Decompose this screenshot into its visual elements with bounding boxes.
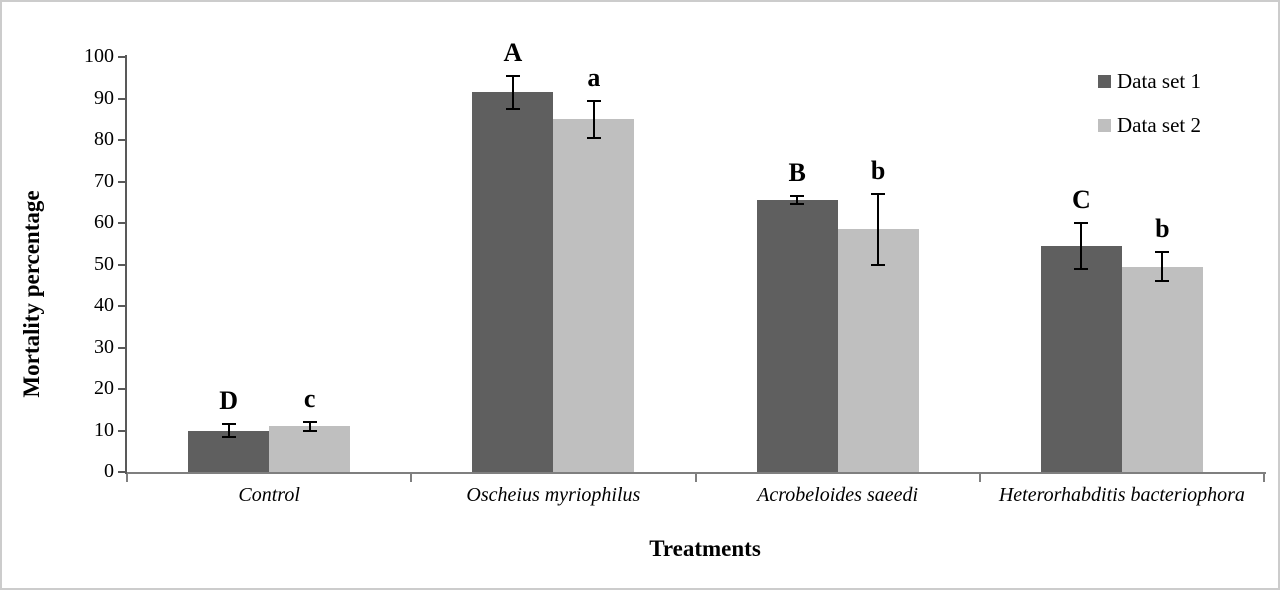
bar-dataset1 (1040, 245, 1122, 472)
error-bar-cap (302, 421, 317, 424)
y-tick (118, 429, 125, 432)
error-bar-cap (1155, 251, 1170, 254)
y-tick-label: 40 (94, 294, 114, 316)
y-tick (118, 346, 125, 349)
error-bar-line (227, 424, 230, 437)
error-bar-cap (871, 192, 886, 195)
y-tick (118, 139, 125, 141)
error-bar-cap (302, 429, 317, 432)
bar-dataset2 (837, 229, 919, 472)
bar-dataset2 (553, 119, 635, 472)
significance-letter: b (1155, 214, 1170, 244)
x-category-label: Oscheius myriophilus (466, 484, 641, 506)
x-category-label: Control (238, 484, 300, 506)
y-tick (118, 471, 125, 473)
y-tick-label: 30 (94, 335, 114, 358)
x-category-label: Heterorhabditis bacteriophora (998, 484, 1245, 506)
x-tick (410, 474, 413, 482)
y-tick-label: 60 (94, 211, 114, 233)
error-bar-cap (221, 435, 236, 438)
y-tick (118, 305, 125, 307)
error-bar-line (511, 75, 514, 109)
x-axis-title: Treatments (649, 536, 761, 561)
legend-swatch-light-icon (1098, 118, 1111, 132)
y-tick-label: 90 (94, 86, 114, 109)
error-bar-cap (790, 195, 805, 198)
significance-letter: a (587, 62, 601, 92)
significance-letter: C (1071, 185, 1091, 214)
x-tick (1263, 474, 1265, 482)
legend-label: Data set 1 (1117, 69, 1201, 93)
error-bar-line (1161, 252, 1164, 282)
bar-dataset2 (1121, 266, 1203, 472)
x-axis-line (127, 472, 1266, 474)
bar-dataset1 (756, 200, 838, 472)
legend: Data set 1 Data set 2 (1098, 71, 1201, 159)
error-bar-cap (1074, 267, 1089, 270)
error-bar-cap (1074, 222, 1089, 224)
significance-letter: A (503, 37, 523, 67)
error-bar-cap (586, 136, 601, 139)
y-tick (118, 97, 125, 100)
error-bar-cap (505, 107, 520, 110)
y-tick-label: 80 (94, 128, 114, 150)
y-tick (118, 222, 125, 224)
y-axis-line (125, 55, 127, 474)
error-bar-cap (871, 263, 886, 266)
x-tick (126, 474, 128, 482)
error-bar-cap (790, 203, 805, 206)
y-tick-label: 0 (104, 460, 114, 482)
significance-letter: c (303, 384, 316, 414)
x-category-label: Acrobeloides saeedi (757, 484, 919, 506)
error-bar-line (877, 193, 880, 265)
error-bar-line (1080, 223, 1083, 269)
legend-item-dataset1: Data set 1 (1098, 69, 1201, 93)
bar-dataset1 (472, 92, 554, 472)
significance-letter: b (870, 155, 886, 185)
error-bar-cap (586, 99, 601, 102)
legend-label: Data set 2 (1117, 113, 1201, 137)
y-tick-label: 70 (94, 169, 114, 192)
error-bar-line (308, 422, 311, 431)
significance-letter: B (788, 158, 806, 188)
x-tick (978, 474, 981, 482)
error-bar-cap (505, 74, 520, 77)
x-tick (694, 474, 697, 482)
y-tick (118, 56, 125, 58)
y-tick (118, 263, 125, 266)
error-bar-line (796, 196, 799, 205)
legend-item-dataset2: Data set 2 (1098, 113, 1201, 137)
bar-dataset2 (269, 426, 351, 472)
significance-letter: D (219, 386, 239, 416)
error-bar-cap (1155, 280, 1170, 283)
error-bar-cap (221, 423, 236, 426)
y-tick-label: 20 (94, 377, 114, 399)
error-bar-line (592, 100, 595, 138)
y-tick (118, 388, 125, 390)
legend-swatch-dark-icon (1098, 74, 1111, 88)
y-tick-label: 100 (84, 45, 114, 67)
y-tick-label: 50 (94, 252, 114, 275)
y-tick-label: 10 (94, 418, 114, 441)
y-tick (118, 180, 125, 183)
